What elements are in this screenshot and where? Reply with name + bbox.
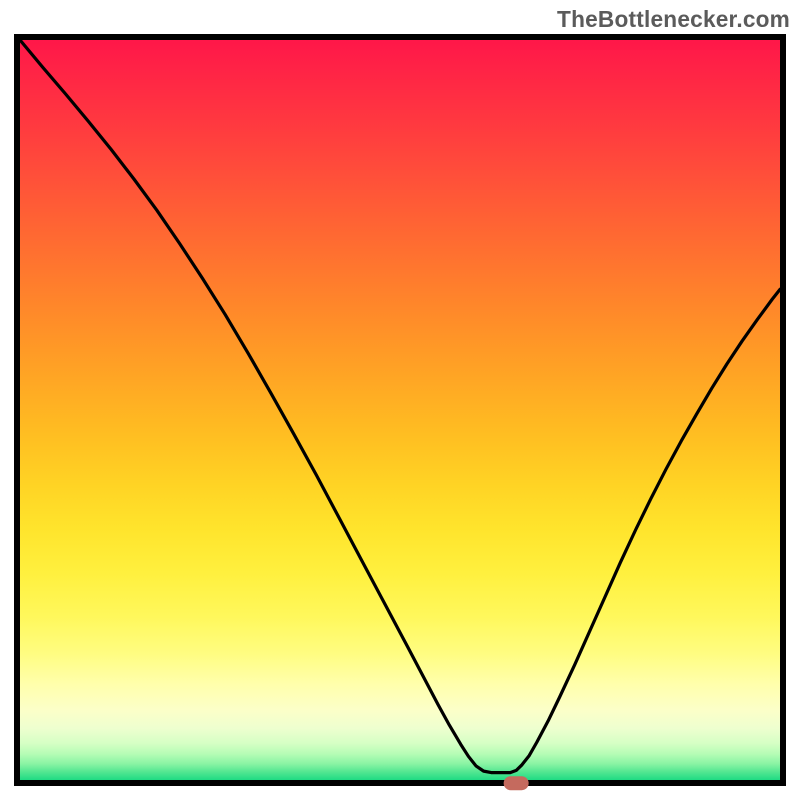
watermark-text: TheBottlenecker.com: [557, 6, 790, 33]
chart-container: TheBottlenecker.com: [0, 0, 800, 800]
curve-overlay: [20, 40, 780, 780]
plot-area: [14, 34, 786, 786]
optimal-marker: [504, 776, 529, 790]
bottleneck-curve: [20, 40, 780, 773]
